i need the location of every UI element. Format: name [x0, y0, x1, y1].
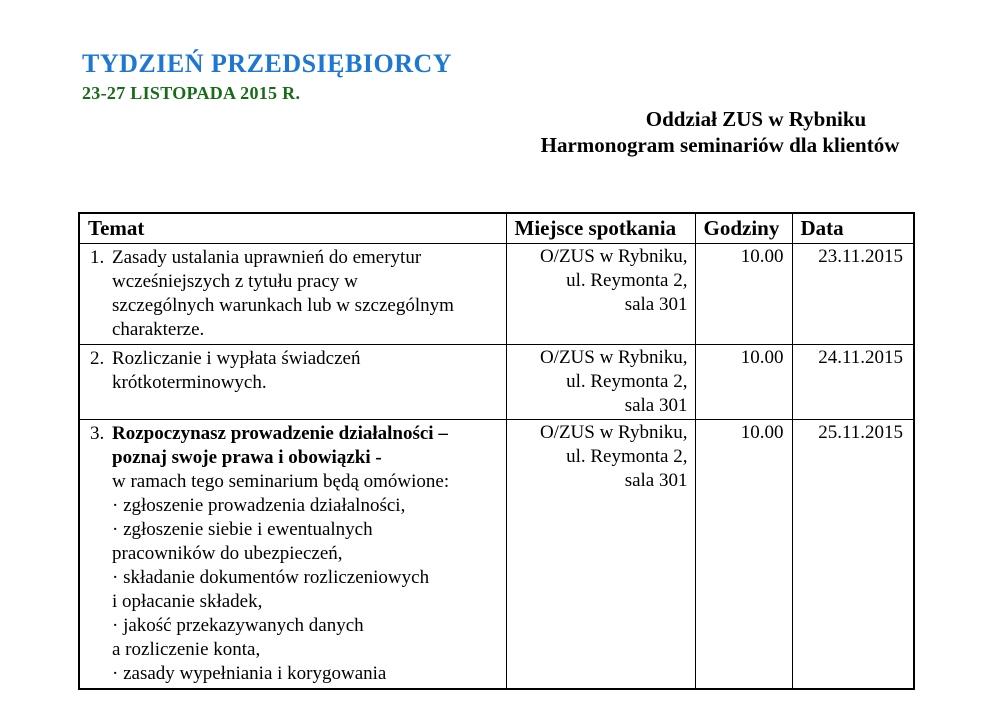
topic-text: w ramach tego seminarium będą omówione: …	[112, 471, 450, 684]
table-row: 2. Rozliczanie i wypłata świadczeń krótk…	[78, 344, 915, 420]
date-cell: 25.11.2015	[791, 419, 915, 690]
topic-cell: 2. Rozliczanie i wypłata świadczeń krótk…	[78, 344, 507, 420]
column-header-temat: Temat	[78, 212, 507, 244]
place-cell: O/ZUS w Rybniku, ul. Reymonta 2, sala 30…	[505, 344, 696, 420]
column-header-miejsce: Miejsce spotkania	[505, 212, 696, 244]
seminar-schedule-table: Temat Miejsce spotkania Godziny Data 1. …	[78, 212, 915, 690]
time-cell: 10.00	[694, 243, 793, 345]
org-header-block: Oddział ZUS w Rybniku Harmonogram semina…	[490, 106, 950, 158]
time-cell: 10.00	[694, 419, 793, 690]
time-cell: 10.00	[694, 344, 793, 420]
table-row: 1. Zasady ustalania uprawnień do emerytu…	[78, 243, 915, 345]
topic-bold-text: Rozpoczynasz prowadzenie działalności – …	[112, 423, 448, 468]
table-header-row: Temat Miejsce spotkania Godziny Data	[78, 212, 915, 244]
org-name: Oddział ZUS w Rybniku	[645, 107, 867, 131]
table-row: 3. Rozpoczynasz prowadzenie działalności…	[78, 419, 915, 690]
topic-cell: 1. Zasady ustalania uprawnień do emerytu…	[78, 243, 507, 345]
topic-text: Zasady ustalania uprawnień do emerytur w…	[112, 247, 454, 340]
place-cell: O/ZUS w Rybniku, ul. Reymonta 2, sala 30…	[505, 419, 696, 690]
date-range-subtitle: 23-27 LISTOPADA 2015 R.	[82, 83, 301, 103]
topic-cell: 3. Rozpoczynasz prowadzenie działalności…	[78, 419, 507, 690]
date-cell: 24.11.2015	[791, 344, 915, 420]
row-number: 3.	[90, 423, 105, 444]
row-number: 2.	[90, 348, 105, 369]
row-number: 1.	[90, 247, 105, 268]
column-header-godziny: Godziny	[694, 212, 793, 244]
place-cell: O/ZUS w Rybniku, ul. Reymonta 2, sala 30…	[505, 243, 696, 345]
schedule-heading: Harmonogram seminariów dla klientów	[540, 133, 900, 157]
page-title: TYDZIEŃ PRZEDSIĘBIORCY	[82, 49, 453, 78]
topic-text: Rozliczanie i wypłata świadczeń krótkote…	[112, 348, 361, 393]
date-cell: 23.11.2015	[791, 243, 915, 345]
column-header-data: Data	[791, 212, 915, 244]
